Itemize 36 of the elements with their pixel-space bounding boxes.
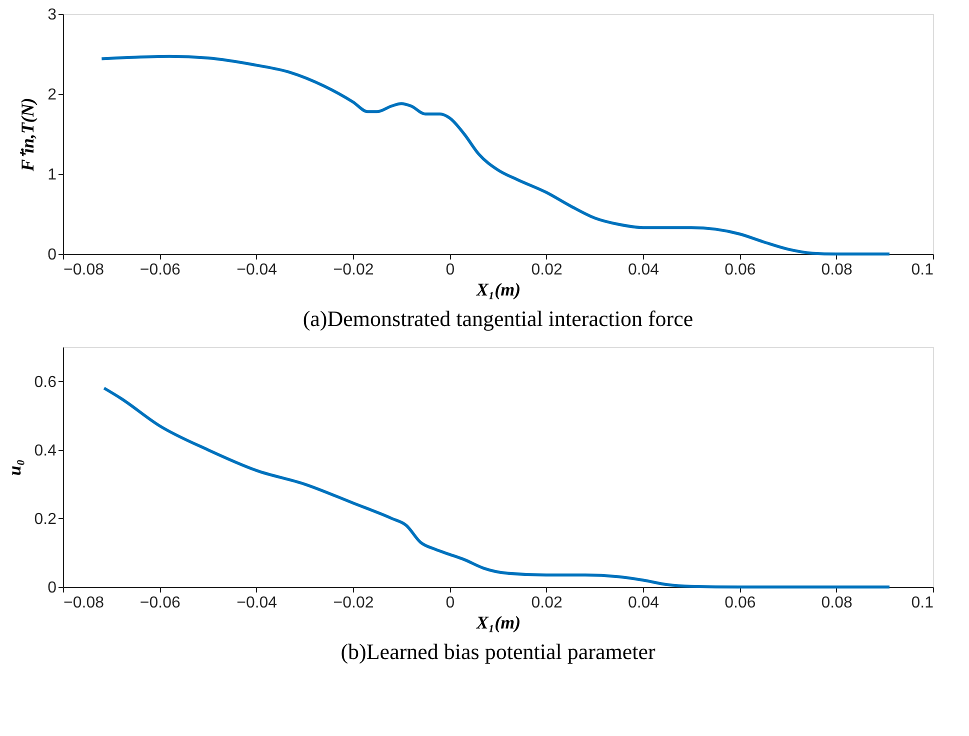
x-tick-label: 0.08 <box>821 594 853 612</box>
y-tick-label: 0.2 <box>34 510 57 528</box>
y-tick-label: 2 <box>48 86 57 104</box>
x-tick-label: 0.02 <box>531 594 563 612</box>
x-tick-label: −0.04 <box>236 594 278 612</box>
x-tick-label: 0 <box>446 594 455 612</box>
x-tick-label: −0.08 <box>64 262 104 278</box>
x-tick-label: 0 <box>446 262 455 278</box>
x-tick-label: −0.06 <box>140 262 181 278</box>
x-tick-label: −0.06 <box>140 594 181 612</box>
x-tick-label: 0.02 <box>531 262 563 278</box>
y-tick-label: 0 <box>48 246 57 264</box>
x-tick-label: −0.02 <box>333 262 374 278</box>
x-tick-label: 0.06 <box>724 262 756 278</box>
y-tick-label: 1 <box>48 166 57 184</box>
y-axis-title: F⁺in,T(N) <box>18 98 38 172</box>
y-tick-label: 0.4 <box>34 442 57 460</box>
x-tick-label: −0.02 <box>333 594 374 612</box>
x-tick-label: 0.08 <box>821 262 853 278</box>
line-series <box>100 54 891 256</box>
x-tick-label: −0.08 <box>64 594 104 612</box>
text: (a)Demonstrated tangential interaction force <box>302 306 694 331</box>
x-tick-label: 0.06 <box>724 594 756 612</box>
text: (b)Learned bias potential parameter <box>340 639 656 664</box>
x-tick-label: −0.04 <box>236 262 278 278</box>
y-tick-label: 0.6 <box>34 374 57 391</box>
x-tick-label: 0.1 <box>911 594 934 612</box>
y-tick-label: 3 <box>48 6 57 24</box>
x-axis-title: X₁(m) <box>475 612 521 632</box>
y-tick-label: 0 <box>48 580 57 596</box>
y-axis-title: u₀ <box>4 459 24 476</box>
x-tick-label: 0.1 <box>911 262 934 278</box>
x-tick-label: 0.04 <box>628 262 660 278</box>
x-axis-title: X₁(m) <box>475 280 521 300</box>
line-series <box>102 386 891 588</box>
x-tick-label: 0.04 <box>628 594 660 612</box>
